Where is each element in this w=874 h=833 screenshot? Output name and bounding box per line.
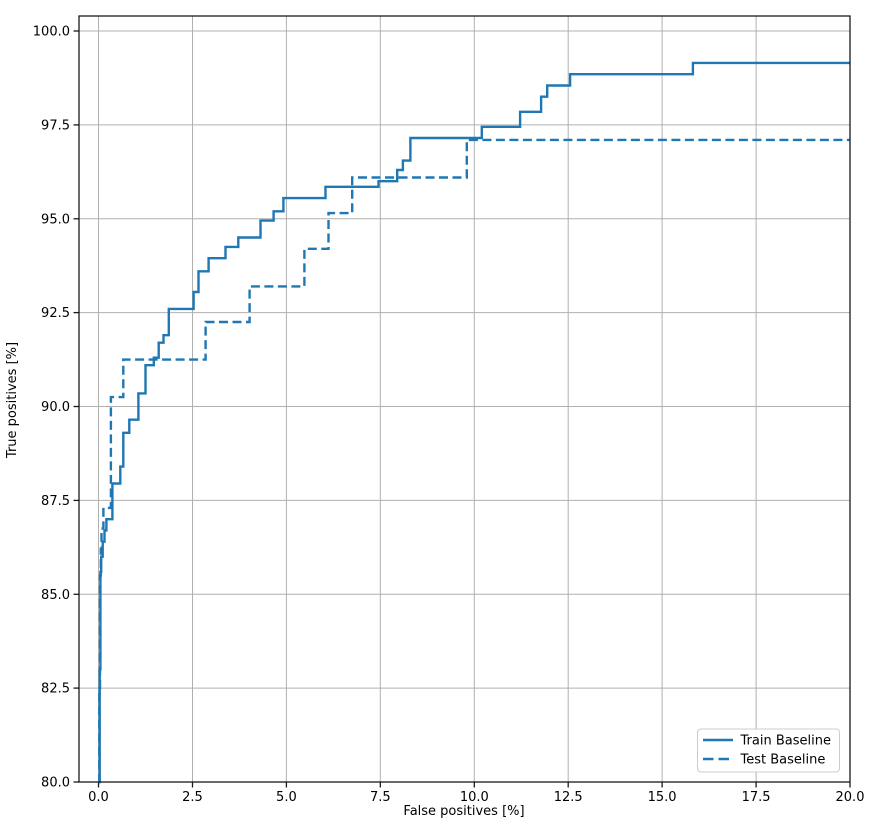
x-tick-label: 15.0 <box>648 790 677 805</box>
plot-area-border <box>78 15 851 783</box>
x-ticks: 0.0 2.5 5.0 7.5 10.0 12.5 15.0 17.5 20.0 <box>88 782 864 805</box>
y-tick-label: 82.5 <box>41 682 70 697</box>
y-tick-label: 80.0 <box>41 776 70 791</box>
x-tick-label: 0.0 <box>88 790 109 805</box>
x-tick-label: 10.0 <box>460 790 489 805</box>
x-tick-label: 2.5 <box>182 790 203 805</box>
y-tick-label: 97.5 <box>41 118 70 133</box>
legend-test-label: Test Baseline <box>740 753 826 768</box>
y-tick-label: 87.5 <box>41 494 70 509</box>
x-tick-label: 17.5 <box>742 790 771 805</box>
x-tick-label: 7.5 <box>370 790 391 805</box>
x-grid-lines <box>98 16 851 782</box>
train-baseline-curve <box>98 61 850 784</box>
y-tick-label: 100.0 <box>33 25 70 40</box>
y-grid-lines <box>79 30 850 783</box>
y-ticks: 80.0 82.5 85.0 87.5 90.0 92.5 95.0 97.5 100.0 <box>33 25 79 791</box>
y-axis-label: True positives [%] <box>5 342 20 459</box>
y-tick-label: 92.5 <box>41 306 70 321</box>
x-axis-label: False positives [%] <box>403 804 524 819</box>
y-tick-label: 90.0 <box>41 400 70 415</box>
x-tick-label: 20.0 <box>836 790 865 805</box>
y-tick-label: 85.0 <box>41 588 70 603</box>
x-tick-label: 12.5 <box>554 790 583 805</box>
y-tick-label: 95.0 <box>41 212 70 227</box>
x-tick-label: 5.0 <box>276 790 297 805</box>
legend: Train Baseline Test Baseline <box>697 728 840 773</box>
legend-train-label: Train Baseline <box>740 734 831 749</box>
test-baseline-curve <box>98 138 850 784</box>
